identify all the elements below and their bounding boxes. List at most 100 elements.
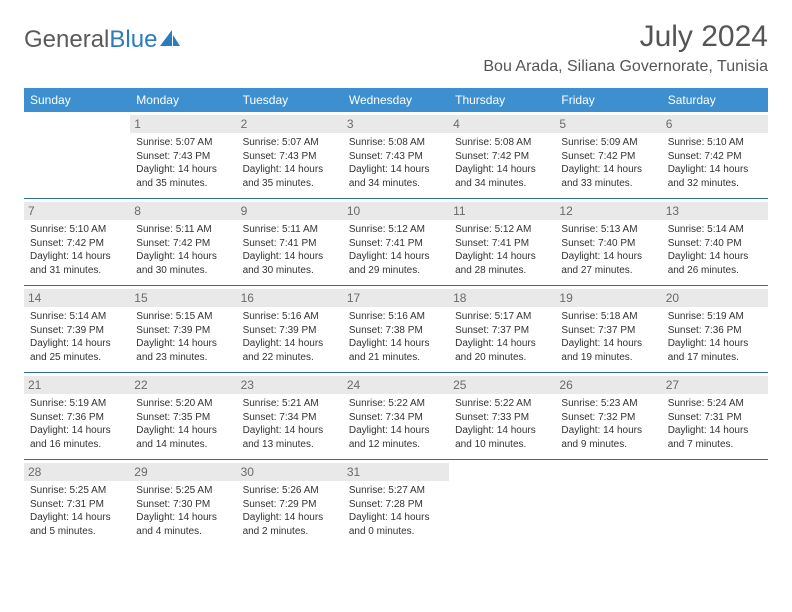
- day-number: 5: [555, 115, 661, 133]
- daylight-text: Daylight: 14 hours and 0 minutes.: [349, 511, 443, 538]
- sunrise-text: Sunrise: 5:20 AM: [136, 397, 230, 411]
- calendar-cell: 2Sunrise: 5:07 AMSunset: 7:43 PMDaylight…: [237, 112, 343, 199]
- cell-text: Sunrise: 5:24 AMSunset: 7:31 PMDaylight:…: [668, 397, 762, 451]
- calendar-body: 1Sunrise: 5:07 AMSunset: 7:43 PMDaylight…: [24, 112, 768, 546]
- sunset-text: Sunset: 7:33 PM: [455, 411, 549, 425]
- sunrise-text: Sunrise: 5:16 AM: [349, 310, 443, 324]
- cell-text: Sunrise: 5:20 AMSunset: 7:35 PMDaylight:…: [136, 397, 230, 451]
- day-number: 29: [130, 463, 236, 481]
- sunrise-text: Sunrise: 5:18 AM: [561, 310, 655, 324]
- daylight-text: Daylight: 14 hours and 33 minutes.: [561, 163, 655, 190]
- cell-text: Sunrise: 5:11 AMSunset: 7:42 PMDaylight:…: [136, 223, 230, 277]
- weekday-header: Tuesday: [237, 88, 343, 112]
- daylight-text: Daylight: 14 hours and 2 minutes.: [243, 511, 337, 538]
- calendar-cell: 13 Sunrise: 5:14 AMSunset: 7:40 PMDayligh…: [662, 199, 768, 286]
- cell-text: Sunrise: 5:22 AMSunset: 7:33 PMDaylight:…: [455, 397, 549, 451]
- day-number: 2: [237, 115, 343, 133]
- daylight-text: Daylight: 14 hours and 23 minutes.: [136, 337, 230, 364]
- sunset-text: Sunset: 7:34 PM: [349, 411, 443, 425]
- calendar-cell: [662, 460, 768, 547]
- sunrise-text: Sunrise: 5:08 AM: [349, 136, 443, 150]
- daylight-text: Daylight: 14 hours and 7 minutes.: [668, 424, 762, 451]
- sunrise-text: Sunrise: 5:21 AM: [243, 397, 337, 411]
- sunrise-text: Sunrise: 5:07 AM: [243, 136, 337, 150]
- calendar-cell: 23Sunrise: 5:21 AMSunset: 7:34 PMDayligh…: [237, 373, 343, 460]
- calendar-cell: 22 Sunrise: 5:20 AMSunset: 7:35 PMDayligh…: [130, 373, 236, 460]
- sunrise-text: Sunrise: 5:25 AM: [30, 484, 124, 498]
- day-number: 7: [24, 202, 130, 220]
- daylight-text: Daylight: 14 hours and 29 minutes.: [349, 250, 443, 277]
- sunset-text: Sunset: 7:42 PM: [561, 150, 655, 164]
- calendar-cell: 30Sunrise: 5:26 AMSunset: 7:29 PMDayligh…: [237, 460, 343, 547]
- sunset-text: Sunset: 7:36 PM: [30, 411, 124, 425]
- sunset-text: Sunset: 7:43 PM: [243, 150, 337, 164]
- day-number: 11: [449, 202, 555, 220]
- daylight-text: Daylight: 14 hours and 32 minutes.: [668, 163, 762, 190]
- day-number: 1: [130, 115, 236, 133]
- day-number: 28: [24, 463, 130, 481]
- day-number: 3: [343, 115, 449, 133]
- day-number: 14: [24, 289, 130, 307]
- daylight-text: Daylight: 14 hours and 14 minutes.: [136, 424, 230, 451]
- sunset-text: Sunset: 7:28 PM: [349, 498, 443, 512]
- cell-text: Sunrise: 5:11 AMSunset: 7:41 PMDaylight:…: [243, 223, 337, 277]
- sunrise-text: Sunrise: 5:12 AM: [349, 223, 443, 237]
- calendar-cell: 6Sunrise: 5:10 AMSunset: 7:42 PMDaylight…: [662, 112, 768, 199]
- daylight-text: Daylight: 14 hours and 28 minutes.: [455, 250, 549, 277]
- calendar-cell: 4Sunrise: 5:08 AMSunset: 7:42 PMDaylight…: [449, 112, 555, 199]
- day-number: 19: [555, 289, 661, 307]
- sunset-text: Sunset: 7:41 PM: [243, 237, 337, 251]
- cell-text: Sunrise: 5:14 AMSunset: 7:39 PMDaylight:…: [30, 310, 124, 364]
- sunrise-text: Sunrise: 5:24 AM: [668, 397, 762, 411]
- sunrise-text: Sunrise: 5:14 AM: [30, 310, 124, 324]
- sunrise-text: Sunrise: 5:11 AM: [243, 223, 337, 237]
- sunrise-text: Sunrise: 5:15 AM: [136, 310, 230, 324]
- daylight-text: Daylight: 14 hours and 26 minutes.: [668, 250, 762, 277]
- daylight-text: Daylight: 14 hours and 4 minutes.: [136, 511, 230, 538]
- cell-text: Sunrise: 5:14 AMSunset: 7:40 PMDaylight:…: [668, 223, 762, 277]
- cell-text: Sunrise: 5:16 AMSunset: 7:38 PMDaylight:…: [349, 310, 443, 364]
- calendar-cell: 11Sunrise: 5:12 AMSunset: 7:41 PMDayligh…: [449, 199, 555, 286]
- sunrise-text: Sunrise: 5:10 AM: [668, 136, 762, 150]
- daylight-text: Daylight: 14 hours and 30 minutes.: [136, 250, 230, 277]
- cell-text: Sunrise: 5:09 AMSunset: 7:42 PMDaylight:…: [561, 136, 655, 190]
- sunset-text: Sunset: 7:34 PM: [243, 411, 337, 425]
- calendar-cell: 26Sunrise: 5:23 AMSunset: 7:32 PMDayligh…: [555, 373, 661, 460]
- day-number: 13: [662, 202, 768, 220]
- weekday-header: Thursday: [449, 88, 555, 112]
- day-number: 22: [130, 376, 236, 394]
- calendar-cell: 20Sunrise: 5:19 AMSunset: 7:36 PMDayligh…: [662, 286, 768, 373]
- calendar-row: 1Sunrise: 5:07 AMSunset: 7:43 PMDaylight…: [24, 112, 768, 199]
- sunset-text: Sunset: 7:41 PM: [455, 237, 549, 251]
- daylight-text: Daylight: 14 hours and 35 minutes.: [136, 163, 230, 190]
- sunrise-text: Sunrise: 5:27 AM: [349, 484, 443, 498]
- calendar-cell: [555, 460, 661, 547]
- sunset-text: Sunset: 7:43 PM: [349, 150, 443, 164]
- sunrise-text: Sunrise: 5:08 AM: [455, 136, 549, 150]
- sunset-text: Sunset: 7:42 PM: [30, 237, 124, 251]
- calendar-cell: 8Sunrise: 5:11 AMSunset: 7:42 PMDaylight…: [130, 199, 236, 286]
- cell-text: Sunrise: 5:19 AMSunset: 7:36 PMDaylight:…: [30, 397, 124, 451]
- sunset-text: Sunset: 7:37 PM: [455, 324, 549, 338]
- sunrise-text: Sunrise: 5:23 AM: [561, 397, 655, 411]
- calendar-cell: 1Sunrise: 5:07 AMSunset: 7:43 PMDaylight…: [130, 112, 236, 199]
- daylight-text: Daylight: 14 hours and 9 minutes.: [561, 424, 655, 451]
- cell-text: Sunrise: 5:25 AMSunset: 7:31 PMDaylight:…: [30, 484, 124, 538]
- cell-text: Sunrise: 5:22 AMSunset: 7:34 PMDaylight:…: [349, 397, 443, 451]
- logo: GeneralBlue: [24, 20, 181, 54]
- sunset-text: Sunset: 7:38 PM: [349, 324, 443, 338]
- daylight-text: Daylight: 14 hours and 30 minutes.: [243, 250, 337, 277]
- sunrise-text: Sunrise: 5:16 AM: [243, 310, 337, 324]
- sunset-text: Sunset: 7:32 PM: [561, 411, 655, 425]
- calendar-cell: 28 Sunrise: 5:25 AMSunset: 7:31 PMDayligh…: [24, 460, 130, 547]
- daylight-text: Daylight: 14 hours and 34 minutes.: [455, 163, 549, 190]
- cell-text: Sunrise: 5:26 AMSunset: 7:29 PMDaylight:…: [243, 484, 337, 538]
- sunset-text: Sunset: 7:40 PM: [561, 237, 655, 251]
- sunset-text: Sunset: 7:43 PM: [136, 150, 230, 164]
- sunset-text: Sunset: 7:36 PM: [668, 324, 762, 338]
- weekday-header: Sunday: [24, 88, 130, 112]
- day-number: 9: [237, 202, 343, 220]
- sunrise-text: Sunrise: 5:14 AM: [668, 223, 762, 237]
- daylight-text: Daylight: 14 hours and 5 minutes.: [30, 511, 124, 538]
- calendar-cell: 21Sunrise: 5:19 AMSunset: 7:36 PMDayligh…: [24, 373, 130, 460]
